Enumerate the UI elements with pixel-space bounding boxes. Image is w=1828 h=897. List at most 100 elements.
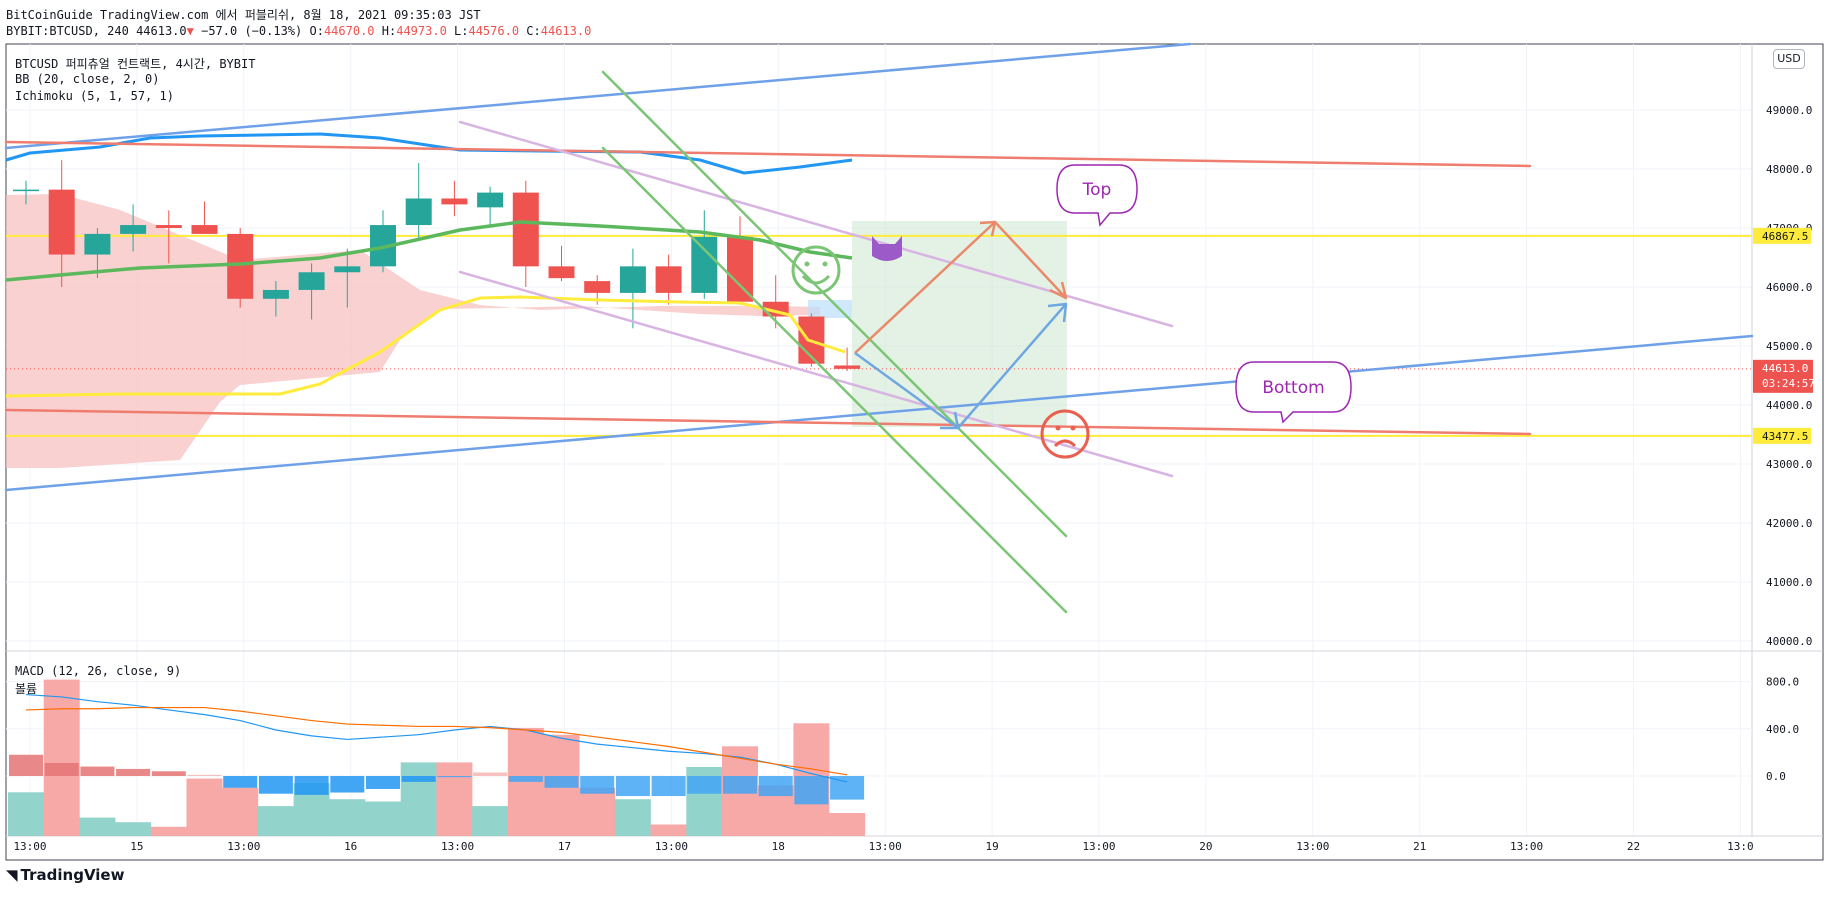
- tradingview-logo[interactable]: ◥ TradingView: [6, 866, 124, 884]
- cat-icon: [872, 236, 902, 261]
- time-tick-label: 16: [344, 840, 357, 853]
- volume-bar: [579, 787, 616, 836]
- time-tick-label: 17: [558, 840, 571, 853]
- volume-bar: [365, 801, 401, 836]
- bottom-callout: [1235, 361, 1352, 424]
- down-arrow-icon: ▼: [186, 24, 194, 38]
- volume-bar: [436, 762, 473, 836]
- price-tick-label: 41000.0: [1766, 576, 1812, 589]
- price-line-badge-label: 43477.5: [1762, 430, 1808, 443]
- high-value: 44973.0: [396, 24, 447, 38]
- macd-histogram-bar: [9, 754, 43, 776]
- ichimoku-cloud-area: [6, 194, 820, 468]
- bb-legend[interactable]: BB (20, close, 2, 0): [15, 72, 160, 86]
- macd-histogram-bar: [151, 771, 186, 776]
- macd-histogram-bar: [544, 776, 579, 788]
- macd-histogram-bar: [330, 776, 365, 793]
- volume-bar: [829, 813, 866, 836]
- volume-bar: [8, 792, 44, 836]
- volume-bar: [507, 727, 544, 836]
- macd-histogram-bar: [615, 776, 650, 797]
- macd-histogram-bar: [187, 774, 222, 776]
- candle-body: [477, 192, 504, 208]
- candle-body: [120, 225, 147, 234]
- volume-legend[interactable]: 볼륨: [15, 682, 38, 696]
- candle-body: [834, 365, 861, 369]
- macd-histogram-bar: [437, 776, 472, 778]
- volume-bar: [222, 787, 259, 836]
- price-tick-label: 42000.0: [1766, 517, 1812, 530]
- smile-eye-icon: [822, 261, 828, 267]
- volume-bar: [257, 806, 294, 836]
- macd-histogram-bar: [294, 776, 329, 795]
- macd-histogram-bar: [401, 776, 436, 782]
- candle-body: [655, 266, 682, 293]
- sad-eye-icon: [1070, 425, 1076, 431]
- signal-line: [25, 706, 848, 776]
- candle-body: [727, 236, 753, 302]
- ichimoku-cloud-blue: [808, 300, 852, 318]
- macd-histogram-bar: [830, 776, 865, 800]
- ichimoku-legend[interactable]: Ichimoku (5, 1, 57, 1): [15, 89, 174, 103]
- macd-histogram-bar: [687, 776, 722, 794]
- price-tick-label: 44000.0: [1766, 399, 1812, 412]
- low-value: 44576.0: [468, 24, 520, 38]
- macd-tick-label: 0.0: [1766, 770, 1786, 783]
- macd-histogram-bar: [366, 776, 400, 789]
- macd-histogram-bar: [758, 776, 793, 797]
- time-axis: 13:00 15 13:00 16 13:00 17 13:00 18 13:00 19 13:00…: [13, 840, 1753, 853]
- time-tick-label: 21: [1413, 840, 1426, 853]
- time-tick-label: 13:00: [869, 840, 902, 853]
- price-tick-label: 40000.0: [1766, 635, 1812, 648]
- ohlc-header: BYBIT:BTCUSD, 240 44613.0▼ −57.0 (−0.13%…: [6, 24, 591, 38]
- volume-bar: [43, 679, 80, 836]
- candle-body: [334, 266, 361, 273]
- macd-histogram-bar: [116, 768, 151, 776]
- macd-tick-label: 400.0: [1766, 723, 1799, 736]
- currency-badge[interactable]: USD: [1773, 49, 1805, 69]
- macd-histogram-bar: [508, 776, 543, 782]
- candle-body: [227, 233, 254, 299]
- volume-bar: [650, 824, 687, 836]
- price-axis: 40000.0 41000.0 42000.0 43000.0 44000.0 45000…: [1753, 104, 1815, 783]
- candle-body: [155, 225, 182, 228]
- price-line-badge: [1753, 227, 1811, 244]
- bb-basis-line: [5, 132, 853, 175]
- candle-body: [584, 281, 611, 293]
- price-line-badge: [1753, 427, 1811, 444]
- ichimoku-base-line: [5, 220, 853, 282]
- macd-legend[interactable]: MACD (12, 26, close, 9): [15, 664, 182, 678]
- volume-bar: [329, 799, 366, 836]
- blue-arrowhead-mid: [940, 411, 960, 430]
- low-label: L:: [454, 24, 469, 38]
- published-info: BitCoinGuide TradingView.com 에서 퍼블리쉬, 8월…: [6, 8, 481, 22]
- volume-bar: [79, 817, 116, 836]
- macd-line: [25, 693, 848, 783]
- indicators: [5, 132, 853, 398]
- macd-histogram-bar: [44, 763, 79, 776]
- macd-histogram-bar: [723, 776, 757, 794]
- time-tick-label: 13:00: [1296, 840, 1329, 853]
- macd-histogram-bar: [223, 776, 258, 788]
- blue-trendline-lower: [4, 334, 1754, 492]
- candle-body: [191, 225, 218, 234]
- macd-histogram-bar: [473, 772, 508, 776]
- violet-channel-lower: [458, 270, 1174, 478]
- time-tick-label: 15: [130, 840, 143, 853]
- time-tick-label: 13:00: [441, 840, 474, 853]
- red-support-line: [4, 408, 1532, 436]
- volume-bar: [614, 799, 651, 836]
- ichimoku-cloud: [6, 194, 852, 468]
- green-line-a: [601, 70, 1068, 538]
- candle-body: [619, 266, 646, 293]
- symbol-legend: BTCUSD 퍼피츄얼 컨트랙트, 4시간, BYBIT: [15, 57, 256, 71]
- tradingview-logo-icon: ◥: [6, 866, 18, 884]
- sad-eye-icon: [1055, 425, 1061, 431]
- sad-face-icon: [1040, 409, 1090, 459]
- close-label: C:: [526, 24, 541, 38]
- sad-mouth-icon: [1053, 439, 1077, 448]
- green-line-b: [601, 146, 1068, 614]
- time-tick-label: 13:00: [1082, 840, 1115, 853]
- last-price-badge: [1753, 359, 1813, 393]
